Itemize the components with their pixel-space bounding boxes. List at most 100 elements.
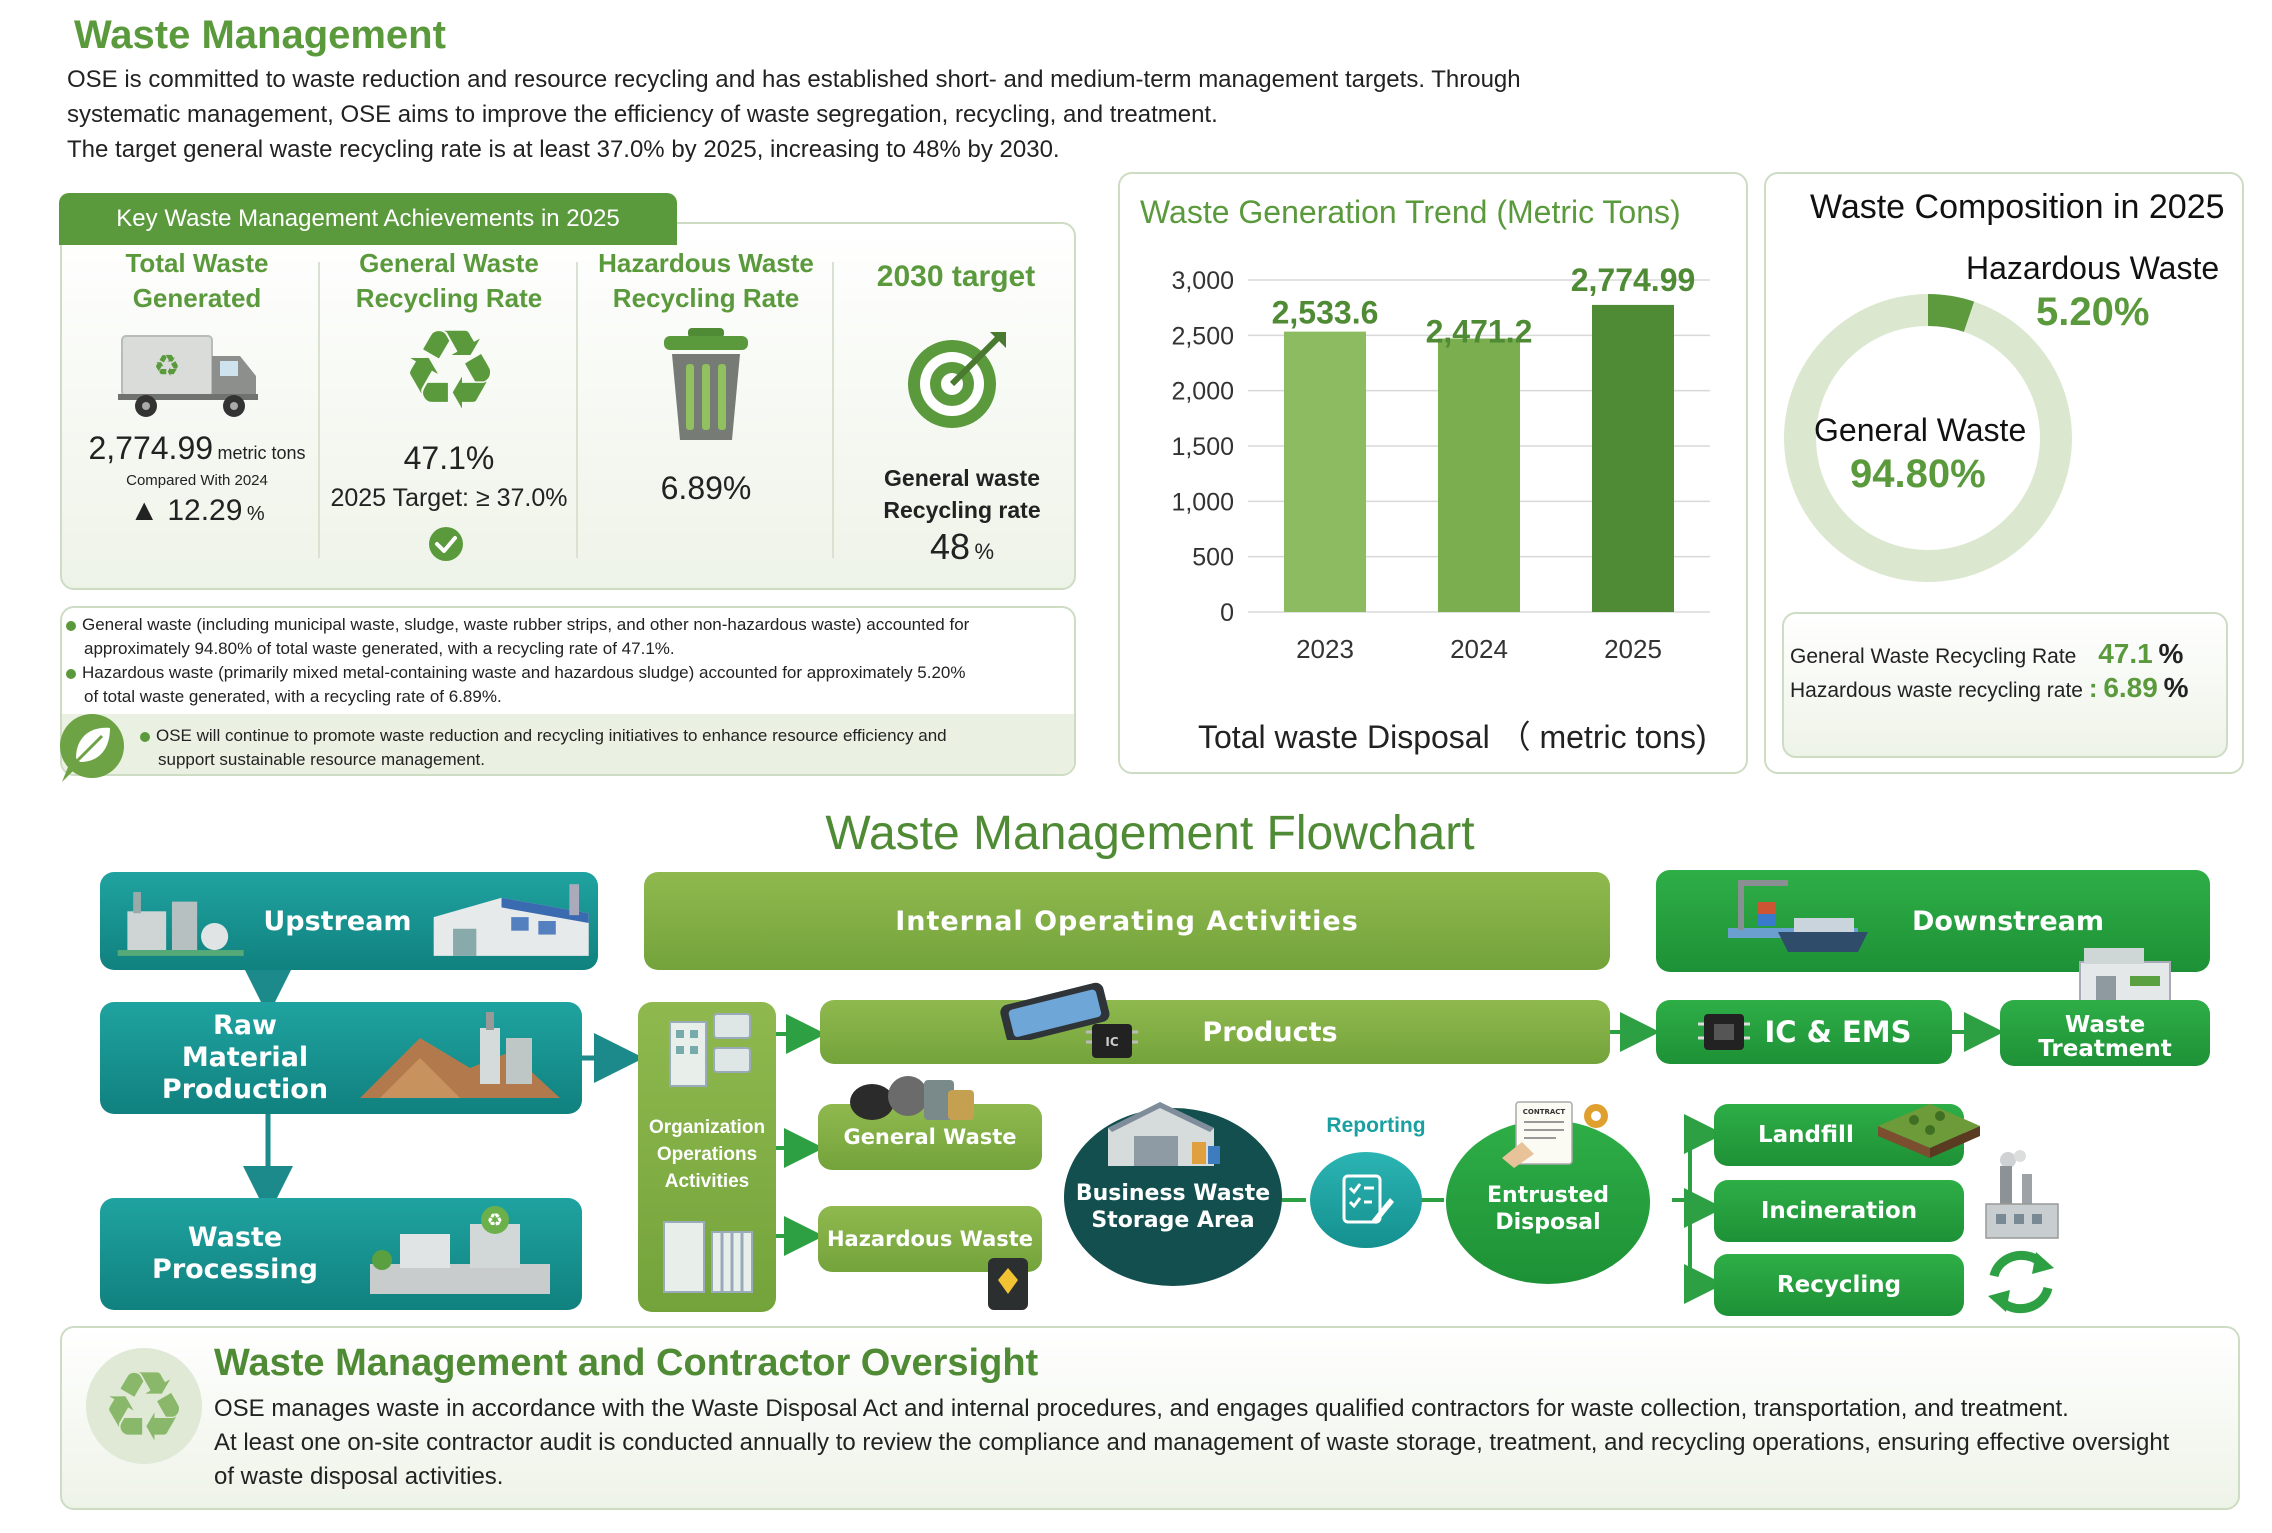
label-line: Raw Material <box>181 1010 309 1073</box>
warehouse-icon <box>1108 1102 1220 1166</box>
internal-activities-label: Internal Operating Activities <box>895 905 1359 937</box>
truck-icon: ♻ <box>118 335 258 417</box>
flowchart-title: Waste Management Flowchart <box>825 807 1475 860</box>
entrusted-disposal-label: Entrusted Disposal <box>1446 1182 1650 1236</box>
recycle-icon: ♻ <box>400 306 500 434</box>
label-line: Waste <box>187 1222 283 1253</box>
intro-line: OSE is committed to waste reduction and … <box>67 66 1521 93</box>
y-tick-label: 2,500 <box>1171 322 1234 350</box>
note-line: approximately 94.80% of total waste gene… <box>84 639 675 658</box>
x-tick-label: 2024 <box>1450 634 1508 664</box>
title-line: Generated <box>132 283 262 313</box>
svg-text:IC: IC <box>1105 1035 1118 1049</box>
upstream-label: Upstream <box>263 905 412 937</box>
landfill-icon <box>1878 1104 1980 1158</box>
bar-value-label: 2,471.2 <box>1426 314 1533 350</box>
door-icon <box>663 1221 753 1293</box>
trend-bar-chart: 0 500 1,000 1,500 2,000 2,500 3,000 2,533.6 2023… <box>1171 262 1710 664</box>
y-tick-label: 1,500 <box>1171 433 1234 461</box>
title-line: Recycling Rate <box>612 283 800 313</box>
composition-rates-box <box>1782 612 2228 758</box>
general-slice-label: General Waste <box>1814 412 2027 448</box>
note-bullet: General waste (including municipal waste… <box>66 613 969 661</box>
y-tick-label: 2,000 <box>1171 378 1234 406</box>
x-tick-label: 2025 <box>1604 634 1662 664</box>
bullet-dot <box>140 731 150 742</box>
y-tick-label: 500 <box>1192 544 1234 572</box>
label-line: Disposal <box>1495 1210 1601 1235</box>
divider <box>576 262 578 558</box>
hazard-slice-value: 5.20% <box>2036 290 2150 334</box>
change-row: ▲ 12.29 % <box>70 494 324 528</box>
organization-label: Organization Operations Activities <box>638 1114 776 1195</box>
achievements-tab: Key Waste Management Achievements in 202… <box>59 193 677 245</box>
target-icon <box>908 332 1006 428</box>
bar-value-label: 2,533.6 <box>1272 295 1379 331</box>
chip-icon: IC <box>1086 1024 1138 1058</box>
title-line: Recycling Rate <box>355 283 543 313</box>
landfill-label: Landfill <box>1758 1122 1854 1148</box>
general-recycling-target: 2025 Target: ≥ 37.0% <box>330 484 568 512</box>
note-line: Hazardous waste (primarily mixed metal-c… <box>82 663 966 682</box>
chemical-plant-icon <box>117 891 244 956</box>
label-line: Production <box>161 1074 329 1105</box>
reporting-label: Reporting <box>1326 1114 1426 1137</box>
note-line: OSE will continue to promote waste reduc… <box>156 726 947 745</box>
recycling-box: Recycling <box>1714 1254 1964 1316</box>
bar-2025 <box>1592 304 1674 612</box>
general-rate-unit: % <box>2158 638 2184 669</box>
mine-icon <box>360 1012 560 1098</box>
office-building-icon <box>669 1013 751 1087</box>
note-line: support sustainable resource management. <box>158 750 485 769</box>
downstream-label: Downstream <box>1911 905 2105 937</box>
target-2030-unit: % <box>974 539 995 564</box>
label-line: Operations <box>656 1144 758 1165</box>
hazard-rate-row: Hazardous waste recycling rate : 6.89 % <box>1790 672 2189 704</box>
divider <box>318 262 320 558</box>
contract-icon: CONTRACT <box>1502 1101 1608 1168</box>
waste-processing-box: Waste Processing ♻ <box>100 1198 582 1310</box>
title-line: Hazardous Waste <box>598 248 814 278</box>
title-line: Total Waste <box>125 248 269 278</box>
general-recycling-title: General Waste Recycling Rate <box>322 246 576 316</box>
compared-label: Compared With 2024 <box>126 472 268 489</box>
treatment-plant-icon <box>2079 948 2171 1003</box>
achievements-tab-label: Key Waste Management Achievements in 202… <box>116 205 620 232</box>
target-2030-label: General waste Recycling rate <box>836 462 1088 526</box>
incineration-box: Incineration <box>1714 1180 1964 1242</box>
processing-plant-icon: ♻ <box>370 1206 550 1294</box>
label-line: Organization <box>648 1117 766 1138</box>
title-line: General Waste <box>359 248 539 278</box>
notes-highlight <box>62 714 1074 774</box>
oversight-title: Waste Management and Contractor Oversigh… <box>214 1342 1039 1384</box>
label-line: Treatment <box>2038 1036 2172 1062</box>
upstream-box: Upstream <box>100 872 598 970</box>
recycle-icon: ♻ <box>86 1348 202 1464</box>
label-line: General waste <box>884 465 1040 491</box>
hazard-rate-unit: % <box>2163 672 2189 703</box>
change-unit: % <box>246 503 265 525</box>
oversight-line: OSE manages waste in accordance with the… <box>214 1395 2069 1422</box>
ic-ems-box: IC & EMS <box>1656 1000 1952 1064</box>
general-rate-label: General Waste Recycling Rate <box>1790 645 2077 668</box>
label-line: Processing <box>152 1254 318 1285</box>
composition-donut-chart <box>1784 294 2072 582</box>
oversight-panel <box>60 1326 2240 1510</box>
target-2030-value: 48 <box>929 526 971 567</box>
contract-text: CONTRACT <box>1523 1108 1566 1116</box>
trend-chart-xlabel: Total waste Disposal （ metric tons) <box>1198 719 1707 755</box>
check-icon <box>429 527 463 561</box>
report-icon <box>1342 1174 1394 1224</box>
y-tick-label: 0 <box>1220 599 1234 627</box>
divider <box>832 262 834 558</box>
internal-activities-box: Internal Operating Activities <box>644 872 1610 970</box>
products-box: IC Products <box>820 982 1610 1064</box>
total-waste-value-row: 2,774.99 metric tons <box>70 430 324 467</box>
bullet-dot <box>66 668 76 679</box>
general-rate-value: 47.1 <box>2098 638 2153 669</box>
svg-text:♻: ♻ <box>487 1210 503 1231</box>
slice-hazardous-waste <box>1928 294 1975 332</box>
change-value: ▲ 12.29 <box>129 494 243 527</box>
note-bullet: Hazardous waste (primarily mixed metal-c… <box>66 661 966 709</box>
